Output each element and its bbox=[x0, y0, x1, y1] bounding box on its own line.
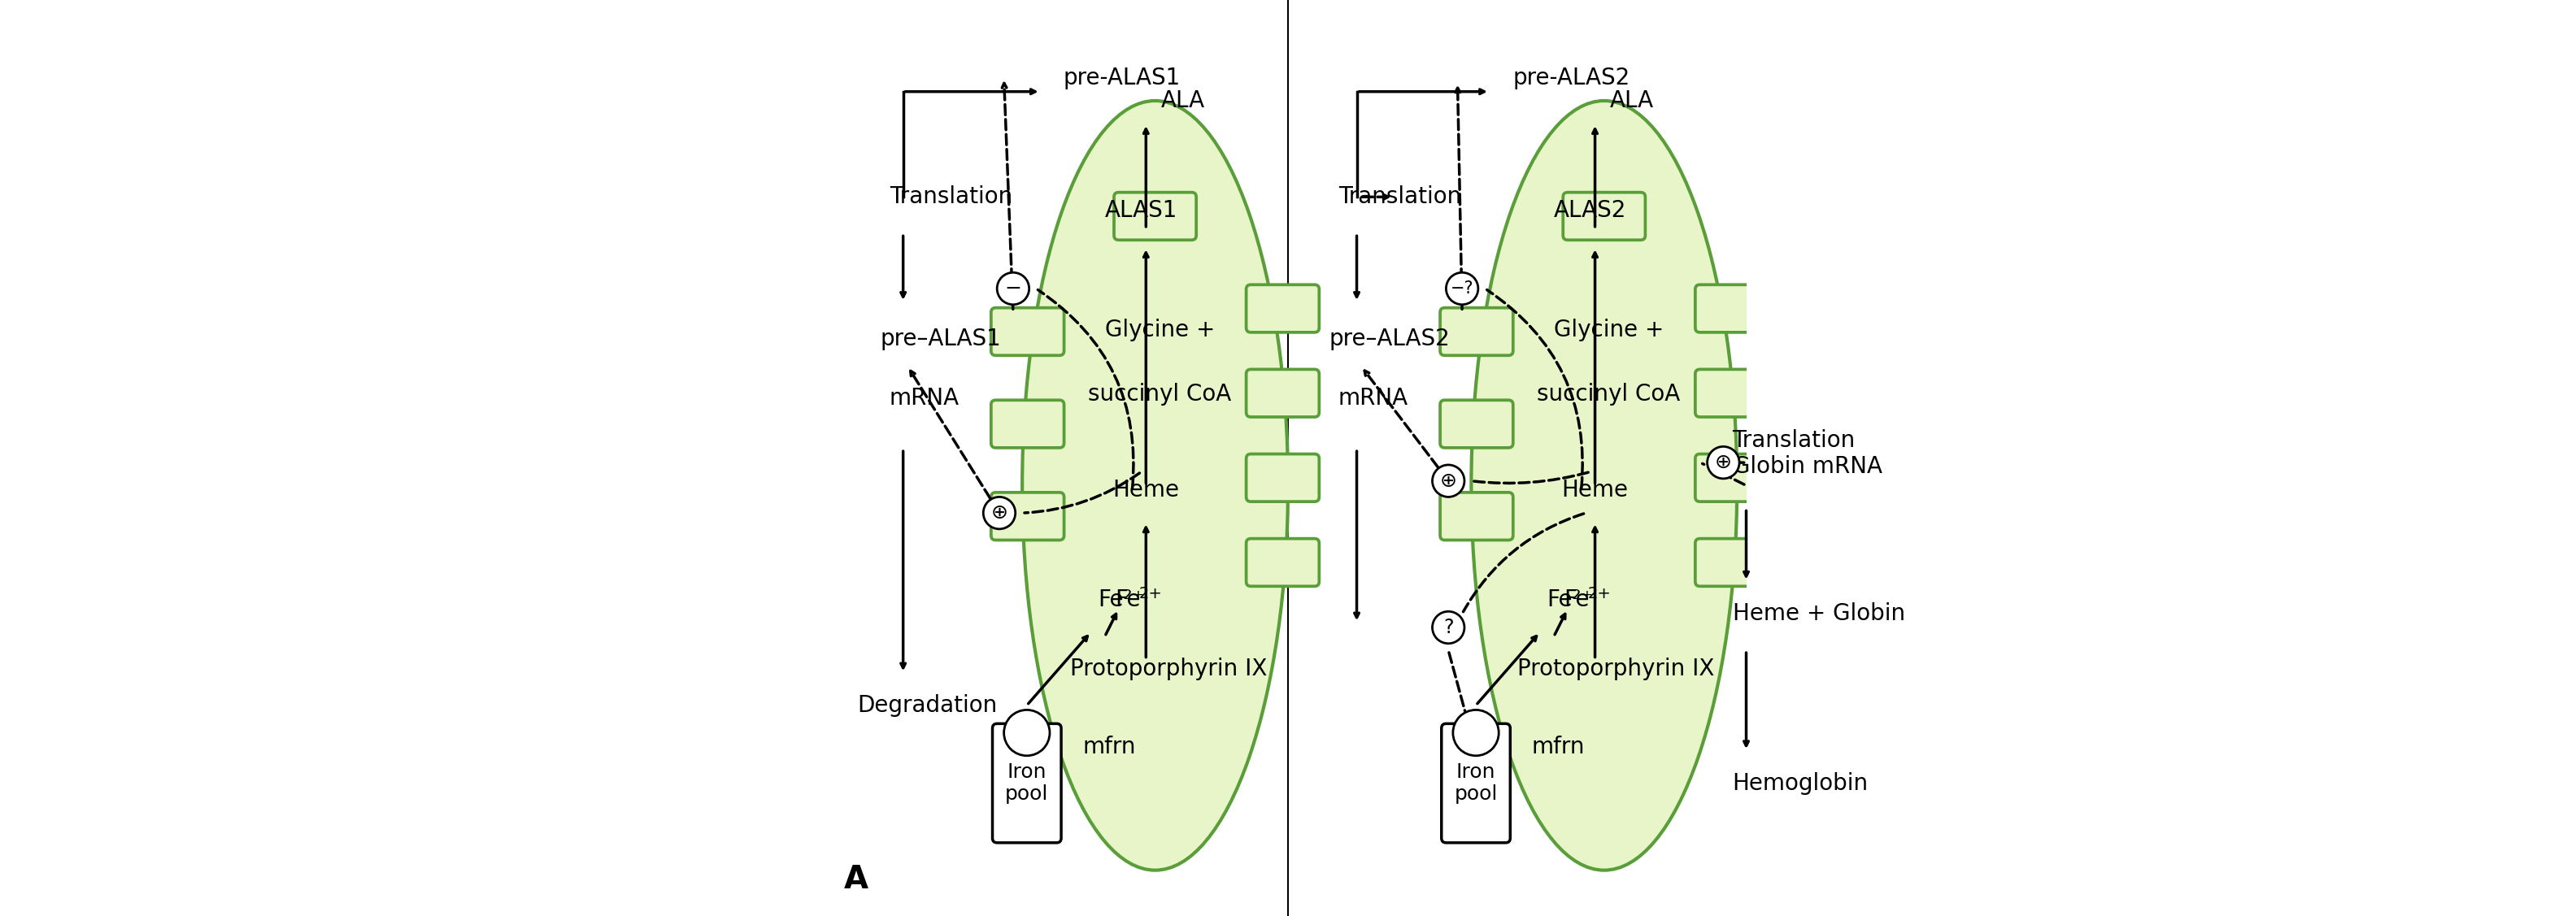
Text: ⊕: ⊕ bbox=[1440, 471, 1458, 491]
FancyBboxPatch shape bbox=[1695, 454, 1767, 502]
FancyBboxPatch shape bbox=[1695, 369, 1767, 417]
FancyBboxPatch shape bbox=[1564, 192, 1646, 240]
Text: Translation: Translation bbox=[1340, 186, 1461, 208]
Text: pre-ALAS2: pre-ALAS2 bbox=[1512, 67, 1631, 89]
FancyBboxPatch shape bbox=[1695, 285, 1767, 333]
Text: Glycine +: Glycine + bbox=[1105, 319, 1216, 341]
FancyBboxPatch shape bbox=[1440, 493, 1512, 540]
FancyBboxPatch shape bbox=[1113, 192, 1195, 240]
Circle shape bbox=[1432, 612, 1463, 644]
Text: Fe²⁺: Fe²⁺ bbox=[1097, 589, 1144, 611]
Text: −: − bbox=[1005, 278, 1023, 299]
Text: A: A bbox=[842, 864, 868, 895]
Text: ⊕: ⊕ bbox=[1716, 453, 1731, 473]
FancyBboxPatch shape bbox=[1443, 724, 1510, 843]
Text: Heme: Heme bbox=[1561, 479, 1628, 501]
Text: mfrn: mfrn bbox=[1533, 736, 1584, 758]
FancyBboxPatch shape bbox=[1247, 454, 1319, 502]
Text: Iron
pool: Iron pool bbox=[1455, 762, 1497, 804]
Circle shape bbox=[984, 496, 1015, 529]
FancyBboxPatch shape bbox=[992, 724, 1061, 843]
Text: Heme + Globin: Heme + Globin bbox=[1734, 603, 1904, 625]
Circle shape bbox=[1432, 465, 1463, 496]
Text: Fe: Fe bbox=[1564, 589, 1589, 611]
Text: mfrn: mfrn bbox=[1082, 736, 1136, 758]
Text: pre-ALAS1: pre-ALAS1 bbox=[1064, 67, 1180, 89]
FancyBboxPatch shape bbox=[1247, 539, 1319, 586]
Text: ALAS2: ALAS2 bbox=[1553, 200, 1628, 222]
Text: ?: ? bbox=[1443, 617, 1453, 638]
FancyBboxPatch shape bbox=[1695, 539, 1767, 586]
FancyBboxPatch shape bbox=[1247, 369, 1319, 417]
Text: Iron
pool: Iron pool bbox=[1005, 762, 1048, 804]
Text: 2+: 2+ bbox=[1139, 586, 1162, 601]
Text: mRNA: mRNA bbox=[889, 387, 958, 409]
FancyBboxPatch shape bbox=[1440, 308, 1512, 355]
Text: ALAS1: ALAS1 bbox=[1105, 200, 1177, 222]
Text: mRNA: mRNA bbox=[1340, 387, 1409, 409]
FancyBboxPatch shape bbox=[992, 400, 1064, 448]
Text: ALA: ALA bbox=[1610, 90, 1654, 112]
Text: Hemoglobin: Hemoglobin bbox=[1734, 772, 1868, 794]
Text: pre–ALAS2: pre–ALAS2 bbox=[1329, 328, 1450, 350]
Text: Protoporphyrin IX: Protoporphyrin IX bbox=[1517, 658, 1716, 680]
Circle shape bbox=[1005, 710, 1051, 756]
FancyBboxPatch shape bbox=[992, 493, 1064, 540]
Text: 2+: 2+ bbox=[1587, 586, 1613, 601]
Text: ⊕: ⊕ bbox=[992, 503, 1007, 523]
FancyBboxPatch shape bbox=[1440, 400, 1512, 448]
Circle shape bbox=[1445, 273, 1479, 304]
FancyBboxPatch shape bbox=[1247, 285, 1319, 333]
FancyBboxPatch shape bbox=[992, 308, 1064, 355]
Text: succinyl CoA: succinyl CoA bbox=[1087, 383, 1231, 405]
Text: Protoporphyrin IX: Protoporphyrin IX bbox=[1069, 658, 1267, 680]
Text: Glycine +: Glycine + bbox=[1553, 319, 1664, 341]
Text: Translation
Globin mRNA: Translation Globin mRNA bbox=[1734, 429, 1883, 478]
Circle shape bbox=[1453, 710, 1499, 756]
Text: Fe: Fe bbox=[1115, 589, 1141, 611]
Text: −?: −? bbox=[1450, 280, 1473, 297]
Circle shape bbox=[1708, 447, 1739, 478]
Circle shape bbox=[997, 273, 1030, 304]
Ellipse shape bbox=[1471, 101, 1736, 870]
Text: Fe²⁺: Fe²⁺ bbox=[1548, 589, 1595, 611]
Ellipse shape bbox=[1023, 101, 1288, 870]
Text: Degradation: Degradation bbox=[858, 694, 997, 716]
Text: Heme: Heme bbox=[1113, 479, 1180, 501]
Text: Translation: Translation bbox=[889, 186, 1012, 208]
Text: ALA: ALA bbox=[1162, 90, 1206, 112]
Text: pre–ALAS1: pre–ALAS1 bbox=[881, 328, 1002, 350]
Text: succinyl CoA: succinyl CoA bbox=[1538, 383, 1680, 405]
